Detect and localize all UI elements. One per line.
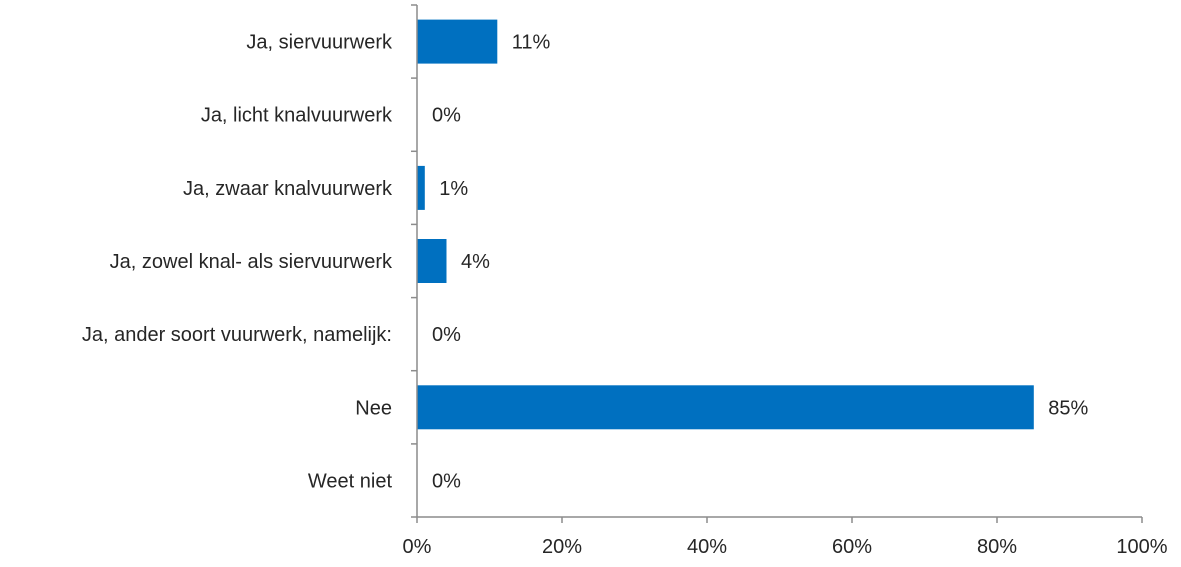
data-label-7: 0% bbox=[432, 470, 461, 492]
data-label-5: 0% bbox=[432, 324, 461, 346]
category-label-4: Ja, zowel knal- als siervuurwerk bbox=[110, 251, 393, 273]
data-label-6: 85% bbox=[1048, 397, 1088, 419]
category-label-7: Weet niet bbox=[308, 470, 393, 492]
data-label-3: 1% bbox=[439, 178, 468, 200]
x-tick-label-5: 80% bbox=[977, 536, 1017, 558]
category-label-1: Ja, siervuurwerk bbox=[246, 32, 393, 54]
axes bbox=[416, 5, 1142, 518]
data-label-4: 4% bbox=[461, 251, 490, 273]
bar-6 bbox=[417, 385, 1034, 430]
bar-1 bbox=[417, 19, 498, 64]
category-label-3: Ja, zwaar knalvuurwerk bbox=[183, 178, 393, 200]
x-tick-label-4: 60% bbox=[832, 536, 872, 558]
data-labels: 11% 0% 1% 4% 0% 85% 0% bbox=[432, 32, 1089, 493]
category-label-5: Ja, ander soort vuurwerk, namelijk: bbox=[82, 324, 392, 346]
bars-layer bbox=[417, 19, 1034, 430]
data-label-2: 0% bbox=[432, 105, 461, 127]
bar-3 bbox=[417, 165, 425, 210]
category-labels: Ja, siervuurwerk Ja, licht knalvuurwerk Ja… bbox=[82, 32, 393, 493]
data-label-1: 11% bbox=[512, 32, 551, 54]
category-label-2: Ja, licht knalvuurwerk bbox=[201, 105, 393, 127]
x-axis-ticks: 0% 20% 40% 60% 80% 100% bbox=[403, 4, 1168, 558]
x-tick-label-6: 100% bbox=[1116, 536, 1167, 558]
x-tick-label-2: 20% bbox=[542, 536, 582, 558]
category-label-6: Nee bbox=[355, 397, 392, 419]
x-tick-label-1: 0% bbox=[403, 536, 432, 558]
bar-4 bbox=[417, 239, 447, 283]
x-tick-label-3: 40% bbox=[687, 536, 727, 558]
